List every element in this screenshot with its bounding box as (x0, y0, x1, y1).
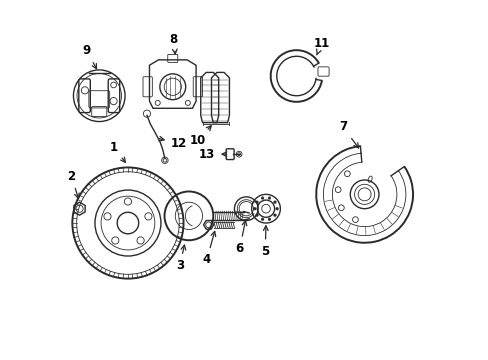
Circle shape (261, 197, 264, 199)
Text: 3: 3 (176, 245, 185, 272)
Circle shape (273, 214, 276, 217)
Circle shape (255, 201, 258, 204)
Text: 5: 5 (261, 226, 269, 257)
Text: 9: 9 (82, 44, 96, 69)
Text: 8: 8 (169, 32, 178, 54)
Text: 4: 4 (203, 231, 215, 266)
Text: 1: 1 (109, 140, 125, 162)
Text: 12: 12 (159, 136, 187, 150)
Text: 7: 7 (338, 121, 358, 148)
Circle shape (267, 197, 270, 199)
Text: 6: 6 (235, 221, 246, 255)
Circle shape (255, 214, 258, 217)
Circle shape (267, 218, 270, 221)
Text: 13: 13 (199, 148, 226, 161)
Circle shape (253, 207, 256, 210)
Circle shape (273, 201, 276, 204)
Text: 2: 2 (67, 170, 79, 198)
Text: 11: 11 (313, 36, 329, 55)
Circle shape (261, 218, 264, 221)
Text: 10: 10 (189, 126, 211, 147)
Circle shape (275, 207, 278, 210)
